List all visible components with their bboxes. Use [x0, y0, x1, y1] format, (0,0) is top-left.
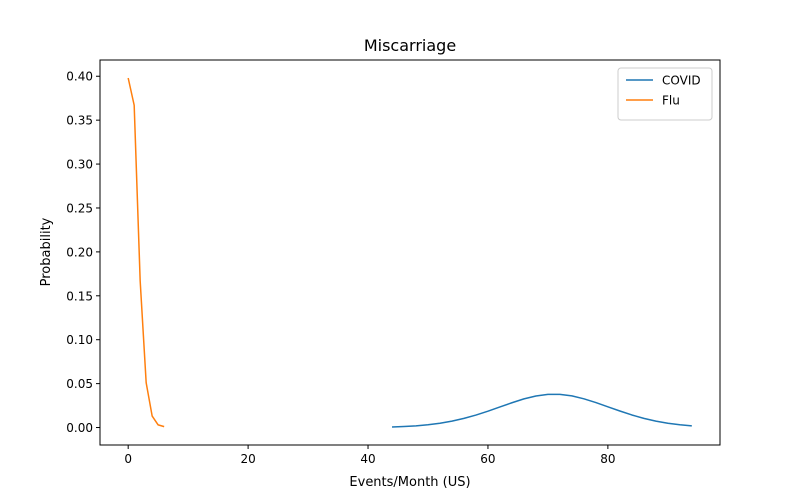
y-tick-label: 0.30 [66, 158, 93, 172]
x-tick-label: 40 [360, 452, 375, 466]
y-tick-label: 0.05 [66, 377, 93, 391]
x-tick-label: 0 [124, 452, 132, 466]
legend-label-covid: COVID [662, 74, 701, 88]
plot-frame [99, 59, 721, 446]
legend: COVID Flu [617, 67, 713, 121]
y-tick-label: 0.15 [66, 289, 93, 303]
y-tick-label: 0.10 [66, 333, 93, 347]
series-line-flu [127, 77, 165, 428]
y-axis-label: Probability [39, 217, 54, 286]
y-axis: 0.00 0.05 0.10 0.15 0.20 0.25 0.30 0.35 0.40 [66, 70, 100, 435]
y-tick-label: 0.20 [66, 245, 93, 259]
x-tick-label: 60 [480, 452, 495, 466]
x-axis-label: Events/Month (US) [349, 475, 470, 490]
y-tick-label: 0.40 [66, 70, 93, 84]
chart-title: Miscarriage [364, 36, 456, 55]
x-axis: 0 20 40 60 80 [124, 445, 616, 466]
legend-label-flu: Flu [662, 94, 680, 108]
plot-lines [127, 77, 692, 428]
x-tick-label: 20 [240, 452, 255, 466]
y-tick-label: 0.35 [66, 114, 93, 128]
x-tick-label: 80 [600, 452, 615, 466]
y-tick-label: 0.00 [66, 421, 93, 435]
series-line-covid [391, 393, 692, 428]
legend-box [617, 67, 713, 121]
y-tick-label: 0.25 [66, 201, 93, 215]
